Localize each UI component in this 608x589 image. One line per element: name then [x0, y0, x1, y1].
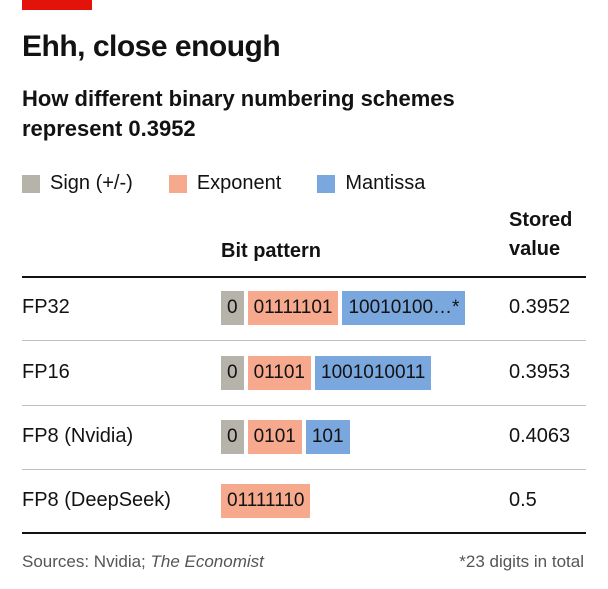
legend-swatch-mantissa — [317, 174, 336, 193]
sign-bit: 0 — [221, 420, 244, 454]
column-header-stored-line1: Stored — [509, 209, 573, 231]
footer-rule — [22, 532, 586, 534]
stored-value-fp8-nvidia: 0.4063 — [509, 425, 571, 447]
bit-pattern-fp8-deepseek: 01111110 — [221, 484, 311, 518]
mantissa-bits: 1001010011 — [315, 356, 432, 390]
sources-publication: The Economist — [150, 552, 264, 571]
legend-label-sign: Sign (+/-) — [50, 172, 133, 194]
sources-note: Sources: Nvidia; The Economist — [22, 552, 264, 572]
chart-subtitle: How different binary numbering schemes r… — [22, 86, 455, 141]
row-label-fp16: FP16 — [22, 361, 70, 383]
legend: Sign (+/-) Exponent Mantissa — [22, 172, 461, 195]
accent-bar — [22, 0, 92, 10]
chart-title: Ehh, close enough — [22, 30, 281, 63]
row-label-fp32: FP32 — [22, 296, 70, 318]
legend-item-sign: Sign (+/-) — [22, 172, 133, 195]
row-label-fp8-deepseek: FP8 (DeepSeek) — [22, 489, 171, 511]
column-header-stored-value: Stored value — [509, 206, 572, 264]
legend-swatch-sign — [22, 174, 40, 193]
sign-bit: 0 — [221, 356, 244, 390]
row-label-fp8-nvidia: FP8 (Nvidia) — [22, 425, 134, 447]
legend-label-exponent: Exponent — [196, 172, 282, 194]
row-divider — [22, 340, 586, 341]
mantissa-bits: 10010100…* — [342, 291, 466, 325]
bit-pattern-fp32: 0 01111101 10010100…* — [221, 291, 466, 325]
legend-swatch-exponent — [168, 174, 187, 193]
legend-label-mantissa: Mantissa — [345, 172, 426, 194]
stored-value-fp32: 0.3952 — [509, 296, 571, 318]
legend-item-mantissa: Mantissa — [317, 172, 425, 195]
row-divider — [22, 469, 586, 470]
sign-bit: 0 — [221, 291, 244, 325]
exponent-bits: 01111101 — [247, 291, 339, 325]
header-rule — [22, 276, 586, 278]
column-header-stored-line2: value — [509, 238, 561, 260]
bit-pattern-fp16: 0 01101 1001010011 — [221, 356, 432, 390]
sources-prefix: Sources: Nvidia; — [22, 552, 151, 571]
stored-value-fp8-deepseek: 0.5 — [509, 489, 537, 511]
bit-pattern-fp8-nvidia: 0 0101 101 — [221, 420, 350, 454]
stored-value-fp16: 0.3953 — [509, 361, 571, 383]
column-header-bit-pattern: Bit pattern — [221, 240, 321, 262]
mantissa-bits: 101 — [305, 420, 350, 454]
exponent-bits: 0101 — [247, 420, 302, 454]
footnote: *23 digits in total — [459, 552, 584, 571]
exponent-bits: 01101 — [247, 356, 312, 390]
row-divider — [22, 405, 586, 406]
exponent-bits: 01111110 — [221, 484, 311, 518]
legend-item-exponent: Exponent — [168, 172, 282, 195]
